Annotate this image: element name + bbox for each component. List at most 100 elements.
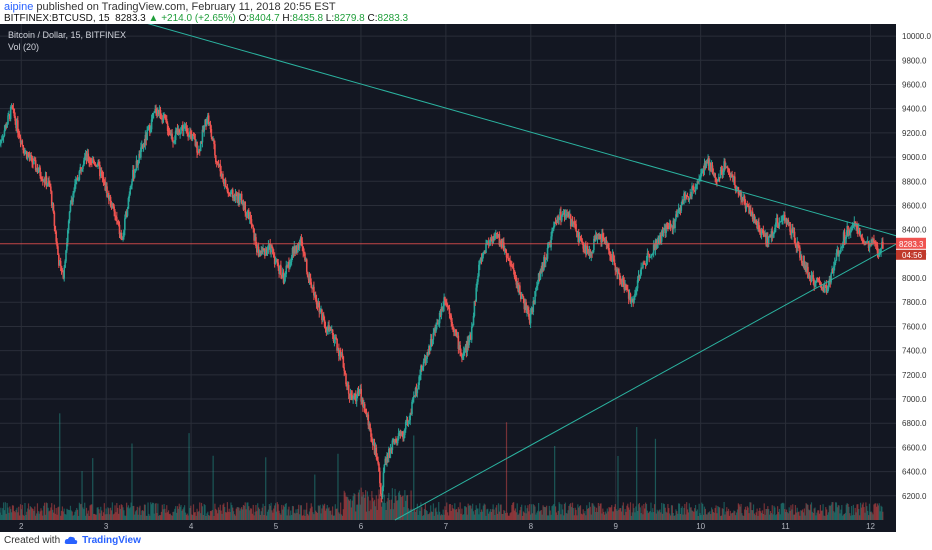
candle-body — [313, 295, 316, 297]
candle-body — [850, 228, 853, 231]
candle-body — [133, 171, 136, 178]
author-link[interactable]: aipine — [4, 1, 34, 13]
volume-bar — [472, 503, 474, 520]
volume-bar — [789, 510, 791, 520]
candle-body — [386, 454, 388, 463]
candle-body — [664, 228, 667, 233]
candle-body — [706, 162, 708, 163]
candle-body — [442, 306, 445, 310]
candle-body — [431, 339, 434, 344]
candle-body — [137, 163, 140, 166]
candle-body — [834, 260, 837, 263]
volume-bar — [797, 512, 799, 520]
candle-body — [775, 222, 777, 228]
candle-body — [403, 435, 405, 439]
candle-body — [489, 239, 492, 243]
volume-bar — [122, 507, 124, 520]
volume-bar — [805, 503, 807, 520]
volume-bar — [632, 503, 634, 520]
candle-body — [578, 236, 581, 242]
candle-body — [498, 234, 501, 246]
volume-bar — [292, 506, 294, 520]
volume-bar — [705, 514, 707, 520]
candle-body — [782, 219, 784, 221]
candle-body — [757, 222, 759, 229]
publish-info: published on TradingView.com, February 1… — [36, 1, 336, 13]
price-chart[interactable]: 6200.06400.06600.06800.07000.07200.07400… — [0, 24, 932, 532]
candle-body — [230, 190, 232, 194]
candle-body — [689, 193, 692, 199]
volume-bar — [450, 510, 452, 520]
volume-bar — [739, 506, 741, 520]
volume-bar — [113, 513, 115, 520]
volume-bar — [276, 502, 278, 520]
volume-bar — [227, 511, 229, 520]
candle-body — [359, 388, 362, 393]
candle-body — [135, 160, 138, 171]
volume-bar — [720, 515, 723, 520]
candle-body — [166, 123, 169, 132]
volume-bar — [62, 511, 64, 520]
volume-bar — [116, 502, 118, 520]
trendlines[interactable] — [0, 24, 897, 521]
candle-body — [731, 174, 733, 178]
candle-body — [95, 164, 98, 167]
candle-body — [173, 140, 176, 142]
volume-bar — [400, 496, 402, 520]
volume-bar — [523, 512, 525, 520]
volume-bar — [541, 514, 543, 520]
candle-body — [669, 223, 672, 228]
volume-bar — [868, 503, 871, 520]
candle-body — [881, 241, 883, 249]
candle-body — [320, 309, 322, 312]
volume-bar — [636, 427, 638, 520]
volume-bar — [130, 502, 132, 520]
tradingview-brand[interactable]: TradingView — [82, 535, 141, 546]
candle-body — [773, 232, 775, 235]
volume-bar — [398, 490, 401, 520]
candle-body — [123, 230, 125, 238]
volume-bar — [686, 502, 688, 520]
volume-bar — [206, 513, 208, 520]
candle-body — [494, 233, 496, 240]
volume-bar — [407, 508, 410, 520]
volume-bar — [260, 511, 262, 520]
open-label: O: — [238, 13, 250, 24]
volume-bar — [462, 514, 464, 520]
volume-bar — [72, 515, 74, 520]
volume-bar — [723, 502, 725, 520]
time-axis — [0, 520, 896, 532]
candle-body — [178, 129, 181, 135]
candle-body — [587, 249, 590, 255]
candle-body — [134, 170, 137, 172]
volume-bar — [34, 506, 36, 520]
candle-body — [24, 152, 26, 154]
candle-body — [601, 233, 603, 243]
candle-body — [522, 296, 525, 300]
candle-body — [674, 219, 676, 229]
candle-body — [809, 277, 812, 281]
candle-body — [3, 130, 6, 136]
volume-bar — [133, 505, 135, 520]
candle-body — [599, 234, 601, 240]
candle-body — [510, 264, 512, 266]
candle-body — [61, 271, 64, 273]
volume-bar — [488, 511, 491, 520]
candle-body — [126, 208, 129, 216]
volume-bar — [321, 508, 323, 520]
candle-body — [635, 290, 637, 294]
y-tick-label: 7200.0 — [902, 371, 927, 380]
candle-body — [481, 255, 484, 262]
volume-bar — [21, 504, 23, 520]
candle-body — [224, 179, 227, 187]
candle-body — [560, 211, 562, 221]
candle-body — [5, 125, 8, 128]
candle-body — [353, 393, 355, 399]
volume-bar — [333, 515, 336, 520]
candle-body — [219, 164, 222, 172]
volume-bar — [709, 511, 711, 520]
candle-body — [257, 246, 260, 257]
volume-bar — [183, 507, 185, 520]
volume-bar — [501, 513, 503, 520]
volume-bar — [567, 510, 569, 520]
